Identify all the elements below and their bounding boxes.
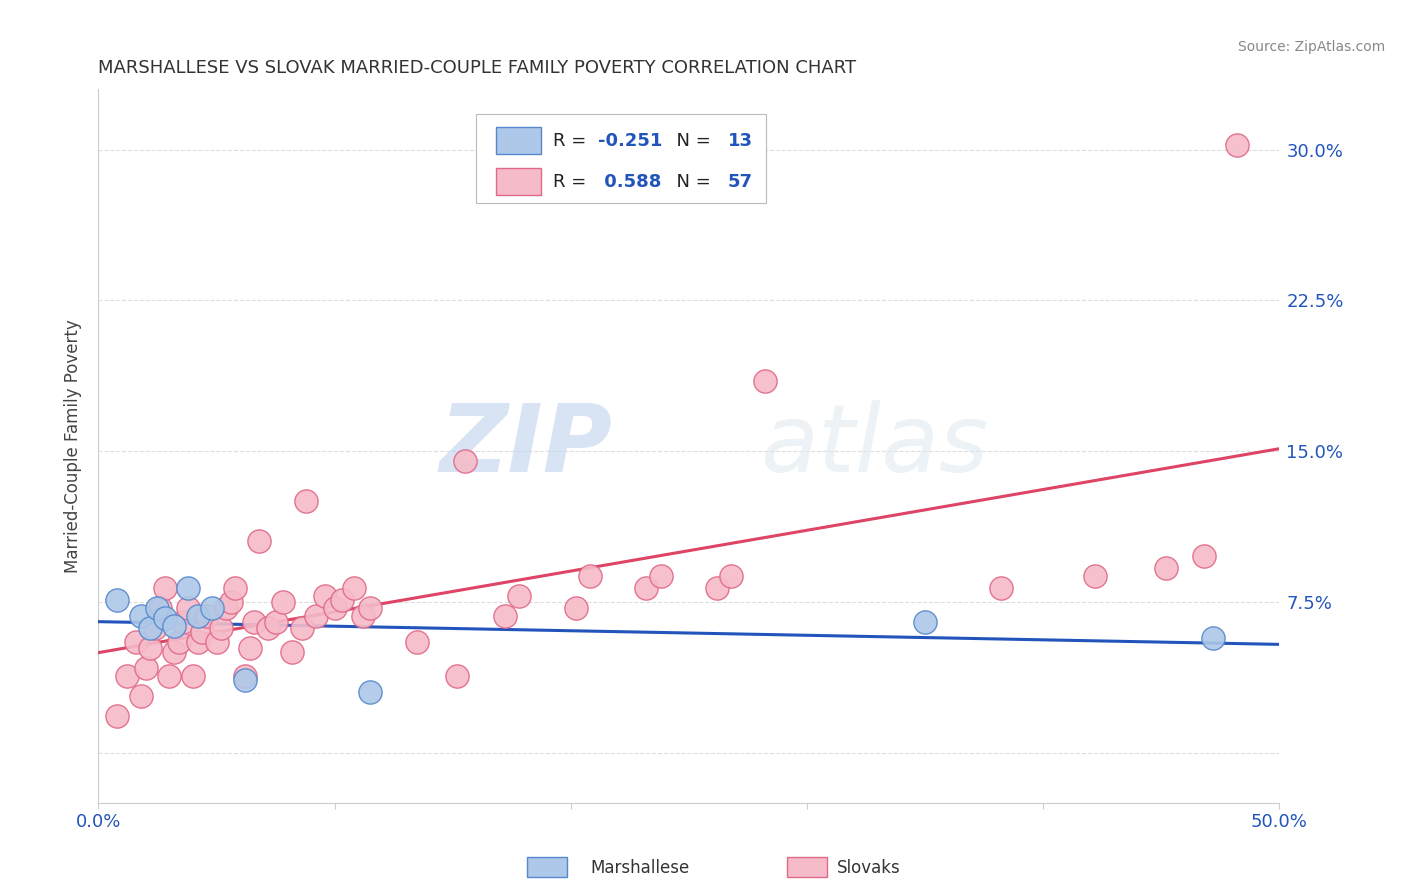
Point [139, 621, 162, 635]
Point [105, 709, 128, 723]
Text: 13: 13 [728, 132, 754, 150]
Point [257, 621, 280, 635]
Point [342, 581, 364, 595]
Text: -0.251: -0.251 [598, 132, 662, 150]
Point [219, 595, 242, 609]
Point [233, 669, 256, 683]
Point [149, 600, 172, 615]
Point [290, 621, 312, 635]
Point [195, 608, 218, 623]
Text: Marshallese: Marshallese [591, 859, 690, 877]
Point [209, 621, 232, 635]
Point [305, 608, 328, 623]
Point [135, 661, 157, 675]
Text: Source: ZipAtlas.com: Source: ZipAtlas.com [1237, 40, 1385, 54]
Point [177, 600, 200, 615]
Point [271, 595, 294, 609]
FancyBboxPatch shape [496, 169, 541, 195]
Point [508, 589, 530, 603]
Text: Slovaks: Slovaks [837, 859, 900, 877]
Point [352, 608, 374, 623]
Point [233, 673, 256, 688]
Point [191, 624, 214, 639]
Point [564, 600, 586, 615]
Point [446, 669, 468, 683]
Text: atlas: atlas [759, 401, 988, 491]
Point [143, 621, 166, 635]
Point [314, 589, 336, 603]
Point [406, 635, 429, 649]
Point [224, 581, 246, 595]
Point [494, 608, 516, 623]
Point [146, 600, 169, 615]
Point [264, 615, 287, 629]
Point [1084, 568, 1107, 582]
Point [650, 568, 672, 582]
Point [323, 600, 346, 615]
Point [281, 645, 304, 659]
Point [295, 494, 318, 508]
Point [706, 581, 728, 595]
Point [105, 592, 128, 607]
Point [359, 600, 381, 615]
Text: R =: R = [553, 132, 592, 150]
Point [754, 374, 776, 388]
Point [1154, 560, 1177, 574]
Point [1226, 138, 1249, 153]
Point [129, 690, 152, 704]
Point [215, 600, 238, 615]
Text: N =: N = [665, 132, 717, 150]
Point [153, 581, 176, 595]
Point [153, 611, 176, 625]
Text: ZIP: ZIP [439, 400, 612, 492]
FancyBboxPatch shape [496, 128, 541, 154]
Point [187, 635, 209, 649]
Point [990, 581, 1012, 595]
Point [201, 600, 224, 615]
Point [163, 619, 186, 633]
Point [167, 635, 190, 649]
Text: MARSHALLESE VS SLOVAK MARRIED-COUPLE FAMILY POVERTY CORRELATION CHART: MARSHALLESE VS SLOVAK MARRIED-COUPLE FAM… [98, 59, 856, 77]
Point [205, 635, 228, 649]
Text: R =: R = [553, 173, 592, 191]
Point [163, 645, 186, 659]
Point [129, 608, 152, 623]
Point [1192, 549, 1215, 563]
Point [247, 534, 270, 549]
Point [181, 669, 204, 683]
Point [139, 640, 162, 655]
Point [578, 568, 600, 582]
Point [914, 615, 936, 629]
Point [359, 685, 381, 699]
Text: 57: 57 [728, 173, 754, 191]
Point [636, 581, 658, 595]
Point [330, 592, 353, 607]
Y-axis label: Married-Couple Family Poverty: Married-Couple Family Poverty [65, 319, 83, 573]
Point [187, 608, 209, 623]
Point [239, 640, 262, 655]
Point [125, 635, 148, 649]
Point [177, 581, 200, 595]
Point [157, 669, 180, 683]
Point [243, 615, 266, 629]
Text: N =: N = [665, 173, 717, 191]
Point [115, 669, 138, 683]
Point [720, 568, 742, 582]
FancyBboxPatch shape [477, 114, 766, 203]
Point [1202, 631, 1225, 645]
Point [453, 454, 475, 468]
Text: 0.588: 0.588 [598, 173, 661, 191]
Point [172, 615, 194, 629]
